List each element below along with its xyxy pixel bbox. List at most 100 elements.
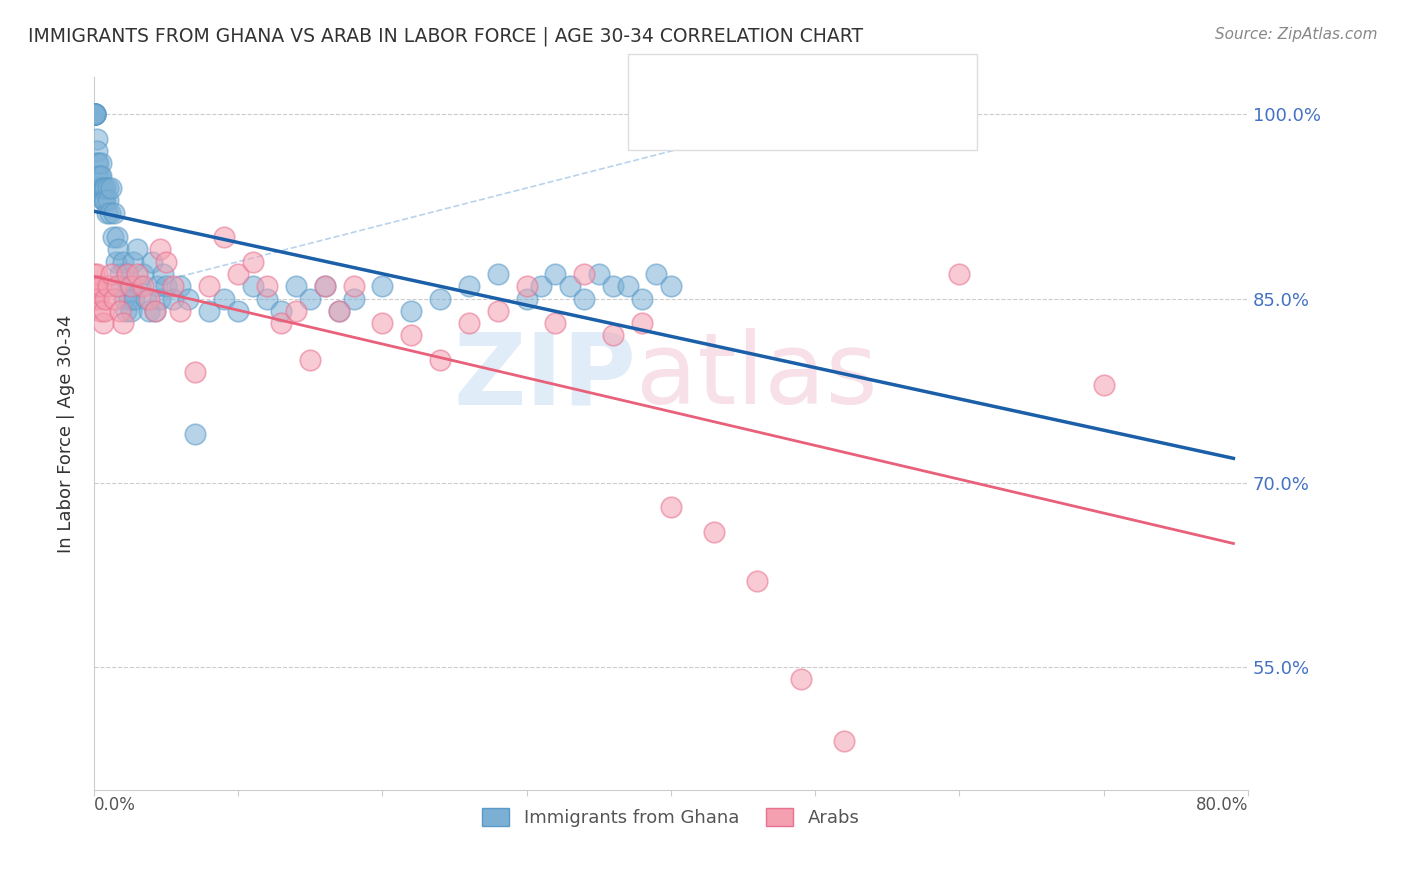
Point — [110, 279, 132, 293]
Point — [256, 292, 278, 306]
Point — [83, 107, 105, 121]
Point — [103, 292, 125, 306]
Point — [242, 279, 264, 293]
Point — [84, 292, 107, 306]
Point — [89, 303, 111, 318]
Point — [143, 303, 166, 318]
Point — [242, 254, 264, 268]
Point — [90, 279, 112, 293]
Text: R =: R = — [683, 112, 723, 129]
Point — [120, 303, 142, 318]
Point — [96, 205, 118, 219]
Point — [169, 279, 191, 293]
Point — [86, 279, 108, 293]
Point — [226, 303, 249, 318]
Point — [111, 254, 134, 268]
Point — [86, 132, 108, 146]
Point — [198, 303, 221, 318]
Point — [114, 303, 136, 318]
Point — [86, 156, 108, 170]
Point — [120, 279, 142, 293]
Point — [530, 279, 553, 293]
Point — [84, 107, 107, 121]
Point — [256, 279, 278, 293]
Point — [89, 169, 111, 183]
Text: ZIP: ZIP — [453, 328, 637, 425]
Point — [284, 303, 307, 318]
Point — [328, 303, 350, 318]
Point — [97, 181, 120, 195]
Point — [84, 107, 107, 121]
Point — [117, 292, 139, 306]
Point — [184, 365, 207, 379]
Point — [115, 267, 138, 281]
Point — [135, 292, 157, 306]
Point — [93, 303, 115, 318]
Text: IMMIGRANTS FROM GHANA VS ARAB IN LABOR FORCE | AGE 30-34 CORRELATION CHART: IMMIGRANTS FROM GHANA VS ARAB IN LABOR F… — [28, 27, 863, 46]
Point — [91, 194, 114, 208]
Text: 0.215: 0.215 — [724, 78, 780, 95]
Point — [458, 316, 481, 330]
Point — [111, 316, 134, 330]
Text: 80.0%: 80.0% — [1195, 796, 1249, 814]
Point — [83, 107, 105, 121]
Point — [574, 267, 596, 281]
Point — [574, 292, 596, 306]
Point — [558, 279, 581, 293]
Point — [84, 107, 107, 121]
Point — [118, 279, 141, 293]
Point — [155, 254, 177, 268]
Legend: Immigrants from Ghana, Arabs: Immigrants from Ghana, Arabs — [475, 800, 868, 834]
Point — [104, 254, 127, 268]
Point — [342, 279, 364, 293]
Point — [486, 303, 509, 318]
Point — [127, 267, 149, 281]
Point — [789, 673, 811, 687]
Text: N =: N = — [793, 112, 832, 129]
Point — [631, 316, 654, 330]
Point — [94, 194, 117, 208]
Point — [83, 107, 105, 121]
Point — [91, 316, 114, 330]
Point — [1092, 377, 1115, 392]
Point — [94, 181, 117, 195]
Point — [86, 267, 108, 281]
Point — [124, 292, 146, 306]
Point — [91, 181, 114, 195]
Point — [314, 279, 336, 293]
Point — [132, 267, 155, 281]
Point — [83, 107, 105, 121]
Point — [93, 181, 115, 195]
Point — [107, 243, 129, 257]
Point — [429, 353, 451, 368]
Point — [122, 254, 145, 268]
Point — [103, 205, 125, 219]
Point — [86, 169, 108, 183]
Point — [152, 267, 174, 281]
Point — [399, 303, 422, 318]
Point — [602, 328, 624, 343]
Point — [645, 267, 668, 281]
Point — [83, 107, 105, 121]
Point — [138, 292, 160, 306]
Point — [127, 243, 149, 257]
Point — [90, 169, 112, 183]
Point — [516, 292, 538, 306]
Point — [832, 733, 855, 747]
Point — [314, 279, 336, 293]
Point — [149, 292, 172, 306]
Point — [342, 292, 364, 306]
Point — [149, 243, 172, 257]
Point — [87, 292, 110, 306]
Point — [141, 254, 163, 268]
Point — [83, 107, 105, 121]
Point — [747, 574, 769, 588]
Text: 0.0%: 0.0% — [94, 796, 136, 814]
Point — [105, 230, 128, 244]
Point — [371, 279, 394, 293]
Point — [100, 267, 122, 281]
Point — [516, 279, 538, 293]
Point — [270, 316, 292, 330]
Point — [83, 107, 105, 121]
Text: -0.096: -0.096 — [724, 112, 789, 129]
